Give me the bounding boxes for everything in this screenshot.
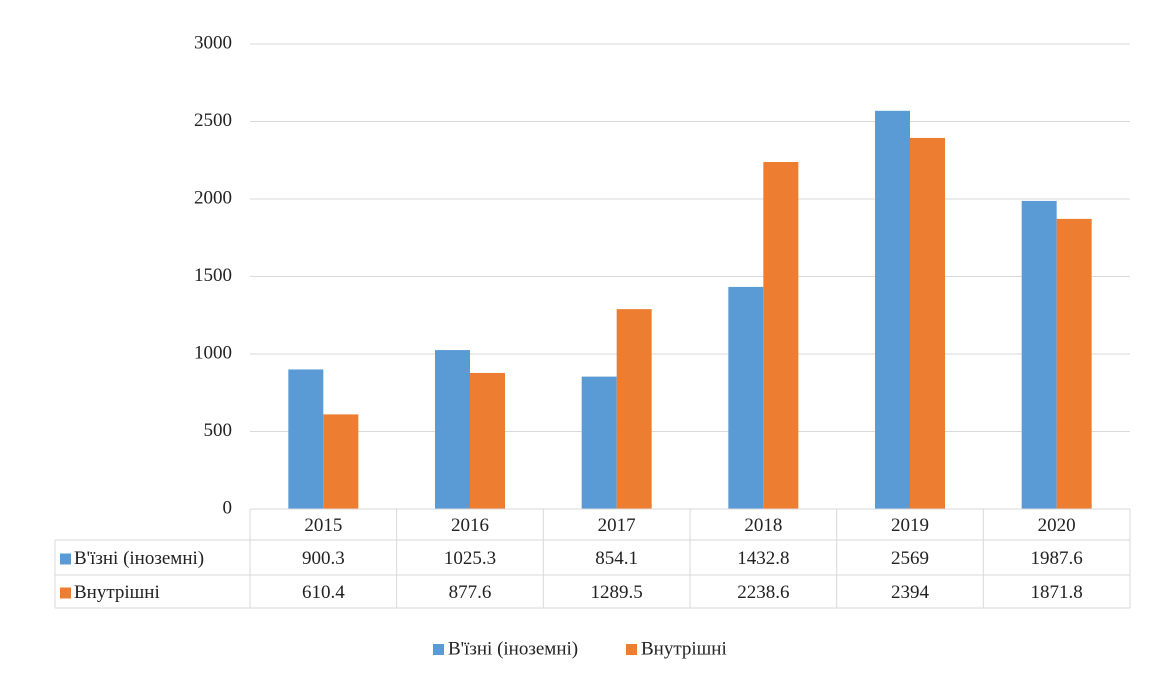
table-cell: 610.4: [302, 582, 345, 603]
table-cell: 1432.8: [737, 548, 789, 569]
table-row-label: Внутрішні: [74, 582, 160, 603]
table-legend-key: [60, 553, 71, 565]
y-tick-label: 0: [223, 497, 233, 518]
y-tick-label: 3000: [194, 32, 232, 53]
bar: [323, 414, 359, 509]
table-cell: 2238.6: [737, 582, 789, 603]
x-tick-label: 2018: [744, 515, 782, 536]
bar: [1056, 218, 1092, 509]
bar: [1021, 200, 1057, 509]
x-tick-label: 2017: [598, 515, 636, 536]
legend-key: [626, 644, 637, 655]
table-cell: 900.3: [302, 548, 345, 569]
table-cell: 1289.5: [591, 582, 643, 603]
bar: [728, 286, 764, 509]
legend-key: [433, 644, 444, 655]
table-cell: 2394: [891, 582, 930, 603]
y-tick-label: 500: [204, 420, 233, 441]
bar: [581, 376, 617, 509]
table-row-label: В'їзні (іноземні): [74, 548, 204, 569]
bar: [910, 137, 945, 509]
table-cell: 1987.6: [1031, 548, 1083, 569]
table-cell: 1025.3: [444, 548, 496, 569]
bar: [288, 369, 324, 509]
y-tick-label: 1000: [194, 342, 232, 363]
table-cell: 2569: [891, 548, 929, 569]
x-tick-label: 2015: [304, 515, 342, 536]
y-tick-label: 2000: [194, 187, 232, 208]
table-legend-key: [60, 587, 71, 599]
table-cell: 877.6: [449, 582, 492, 603]
bar: [875, 110, 910, 510]
table-cell: 854.1: [595, 548, 638, 569]
bar: [470, 372, 505, 509]
legend-label: В'їзні (іноземні): [448, 638, 578, 659]
x-tick-label: 2020: [1038, 515, 1076, 536]
x-tick-label: 2019: [891, 515, 929, 536]
table-cell: 1871.8: [1031, 582, 1083, 603]
y-tick-label: 1500: [194, 265, 232, 286]
bar: [435, 350, 470, 509]
y-tick-label: 2500: [194, 110, 232, 131]
x-tick-label: 2016: [451, 515, 489, 536]
bar: [616, 309, 652, 509]
legend-label: Внутрішні: [641, 638, 727, 659]
bar: [763, 162, 799, 509]
